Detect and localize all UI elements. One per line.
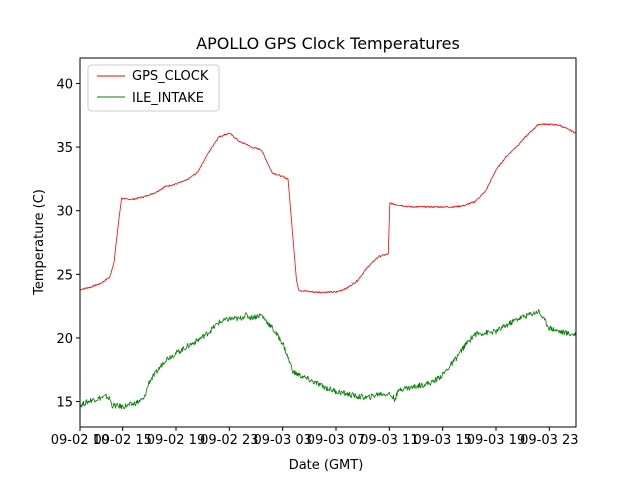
y-tick-label: 30: [56, 205, 73, 220]
x-tick-label: 09-02 15: [93, 433, 151, 448]
y-axis: 15 20 25 30 35 40: [56, 77, 80, 411]
y-tick-label: 20: [56, 332, 73, 347]
x-tick-label: 09-03 19: [467, 433, 525, 448]
x-tick-label: 09-03 03: [253, 433, 311, 448]
y-tick-label: 40: [56, 77, 73, 92]
chart-title: APOLLO GPS Clock Temperatures: [196, 34, 460, 53]
y-tick-label: 15: [56, 396, 73, 411]
legend-label-gps-clock: GPS_CLOCK: [132, 69, 209, 84]
x-axis-label: Date (GMT): [289, 458, 364, 473]
legend: GPS_CLOCK ILE_INTAKE: [87, 64, 220, 112]
series-line-ile-intake: [79, 309, 577, 410]
series-layer: [79, 123, 577, 410]
x-tick-label: 09-02 10: [51, 433, 109, 448]
series-line-gps-clock: [79, 123, 577, 294]
y-tick-label: 25: [56, 268, 73, 283]
x-tick-label: 09-02 23: [200, 433, 258, 448]
x-tick-label: 09-03 11: [360, 433, 418, 448]
plot-frame: [79, 57, 577, 428]
y-tick-label: 35: [56, 141, 73, 156]
y-axis-label: Temperature (C): [32, 189, 47, 296]
legend-label-ile-intake: ILE_INTAKE: [132, 91, 204, 106]
x-tick-label: 09-02 19: [147, 433, 205, 448]
x-tick-label: 09-03 07: [307, 433, 365, 448]
x-tick-label: 09-03 23: [520, 433, 578, 448]
x-tick-label: 09-03 15: [413, 433, 471, 448]
